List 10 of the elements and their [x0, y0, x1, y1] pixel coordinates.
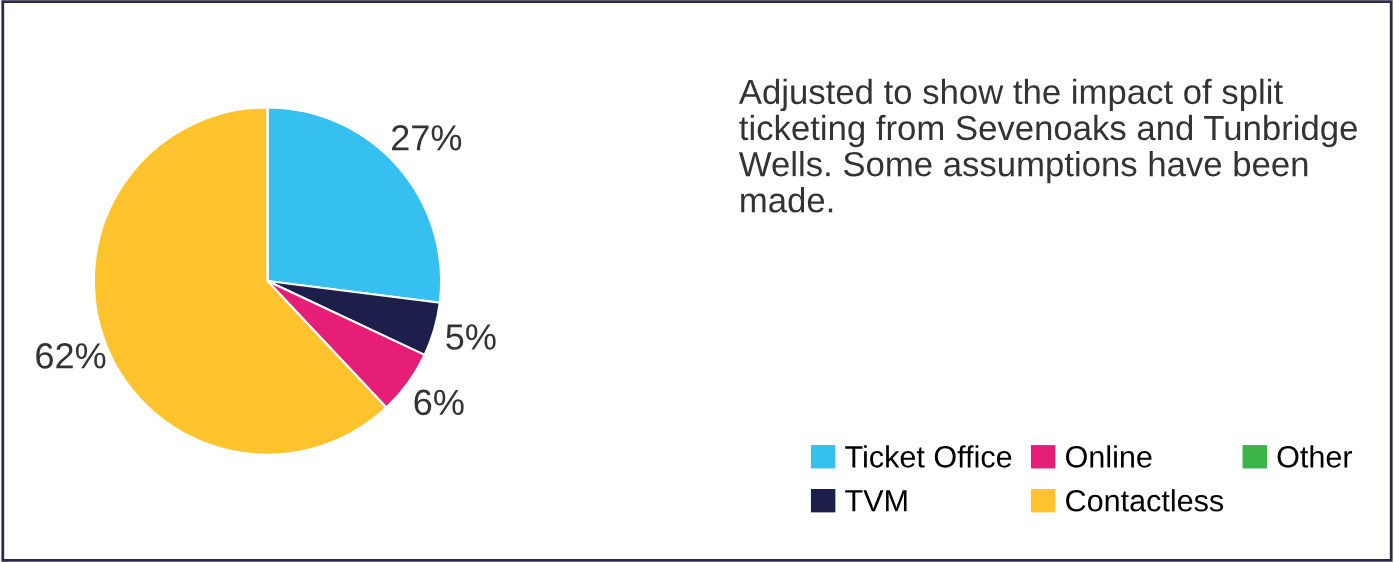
legend-label: Online	[1066, 445, 1152, 468]
data-label: 5%	[446, 324, 496, 350]
data-label: 62%	[36, 343, 106, 369]
legend-label: Other	[1277, 445, 1353, 468]
legend-label: TVM	[845, 490, 907, 512]
legend-label: Ticket Office	[845, 445, 1012, 468]
legend-label: Contactless	[1066, 489, 1224, 512]
data-label: 27%	[392, 125, 462, 151]
text: Adjusted to show the impact of split ticketing from Sevenoaks and Tunbridge Wells. Some assumptions have been made.	[738, 78, 1357, 213]
data-label: 6%	[414, 389, 464, 416]
